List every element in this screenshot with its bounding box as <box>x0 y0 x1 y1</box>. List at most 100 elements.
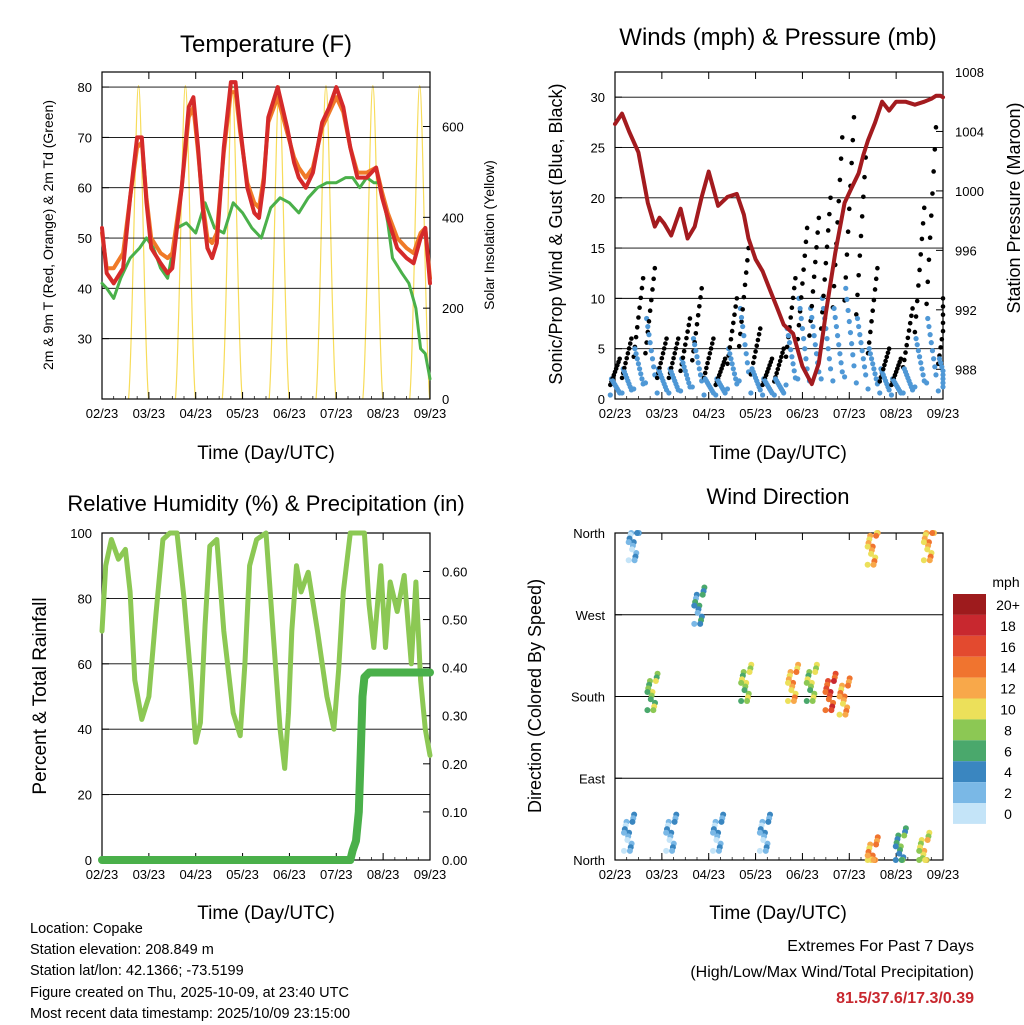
humidity-title: Relative Humidity (%) & Precipitation (i… <box>67 491 464 516</box>
humidity-ytick-label: 80 <box>78 591 92 606</box>
gust-point <box>755 337 761 343</box>
temperature-xtick-label: 07/23 <box>320 406 353 421</box>
gust-point <box>798 295 804 300</box>
direction-point <box>620 829 627 836</box>
gust-point <box>916 283 921 288</box>
gust-point <box>789 305 795 310</box>
wind-point <box>633 351 639 357</box>
gust-point <box>882 362 887 368</box>
wind-point <box>781 390 787 396</box>
direction-point <box>744 698 751 705</box>
gust-point <box>827 211 832 217</box>
gust-point <box>709 341 715 346</box>
gust-point <box>816 215 822 221</box>
gust-point <box>940 312 946 318</box>
wind-direction-ytick-label: East <box>579 771 605 786</box>
temperature-ytick-label: 80 <box>78 80 92 95</box>
winds-y2tick-label: 992 <box>955 303 977 318</box>
temperature-xtick-label: 08/23 <box>367 406 400 421</box>
wind-point <box>842 374 848 380</box>
gust-point <box>933 125 939 130</box>
speed-legend-swatch <box>953 782 986 803</box>
wind-point <box>678 388 684 394</box>
gust-point <box>836 198 842 204</box>
humidity-y2tick-label: 0.00 <box>442 853 467 868</box>
gust-point <box>729 328 735 334</box>
direction-point <box>652 678 659 685</box>
wind-point <box>651 364 657 370</box>
winds-y2tick-label: 1000 <box>955 184 984 199</box>
wind-point <box>825 346 831 352</box>
gust-point <box>824 244 830 250</box>
speed-legend-label: 4 <box>1004 764 1012 780</box>
humidity-ytick-label: 20 <box>78 788 92 803</box>
wind-point <box>638 371 644 377</box>
gust-point <box>664 336 669 341</box>
gust-point <box>705 360 710 366</box>
direction-point <box>916 847 923 854</box>
gust-point <box>732 312 737 318</box>
wind-point <box>724 386 731 392</box>
gust-point <box>652 265 658 271</box>
gust-point <box>757 326 763 331</box>
gust-point <box>939 336 945 342</box>
gust-point <box>854 312 859 317</box>
temperature-ylabel: 2m & 9m T (Red, Orange) & 2m Td (Green) <box>40 100 56 370</box>
gust-point <box>780 350 785 356</box>
winds-panel: Winds (mph) & Pressure (mb) Time (Day/UT… <box>546 24 1024 464</box>
wind-point <box>859 348 865 354</box>
gust-point <box>791 285 797 291</box>
wind-point <box>744 360 750 366</box>
speed-legend-swatch <box>953 677 986 699</box>
gust-point <box>776 362 782 368</box>
gust-point <box>695 313 701 318</box>
wind-direction-xtick-label: 09/23 <box>927 867 960 882</box>
wind-point <box>853 380 859 386</box>
gust-point <box>670 360 675 366</box>
wind-point <box>798 315 804 322</box>
wind-point <box>936 356 943 362</box>
wind-point <box>801 336 807 342</box>
extremes-subtitle: (High/Low/Max Wind/Total Precipitation) <box>690 964 974 981</box>
gust-point <box>918 252 924 257</box>
gust-point <box>756 331 762 337</box>
gust-point <box>722 356 728 362</box>
winds-y2tick-label: 996 <box>955 243 977 258</box>
gust-point <box>708 346 714 351</box>
wind-direction-xtick-label: 03/23 <box>646 867 679 882</box>
temperature-ytick-label: 60 <box>78 181 92 196</box>
temperature-xtick-label: 05/23 <box>226 406 259 421</box>
speed-legend-label: 8 <box>1004 722 1012 738</box>
direction-point <box>793 668 800 675</box>
wind-point <box>914 342 920 348</box>
winds-xlabel: Time (Day/UTC) <box>709 443 847 464</box>
wind-point <box>722 390 728 396</box>
solar-insolation-curve <box>127 85 150 400</box>
wind-point <box>935 388 941 394</box>
gust-point <box>733 304 738 309</box>
wind-point <box>877 390 883 396</box>
wind-point <box>648 348 654 354</box>
gust-point <box>658 360 663 366</box>
gust-point <box>857 253 863 258</box>
direction-point <box>809 698 816 705</box>
extremes-block: Extremes For Past 7 Days (High/Low/Max W… <box>690 934 974 1012</box>
gust-point <box>902 357 907 363</box>
winds-xtick-label: 03/23 <box>646 406 679 421</box>
wind-point <box>692 342 698 348</box>
direction-point <box>898 857 905 863</box>
direction-point <box>873 841 880 848</box>
gust-point <box>938 345 943 350</box>
gust-point <box>822 277 827 282</box>
wind-point <box>915 348 922 354</box>
direction-point <box>625 539 632 546</box>
direction-point <box>788 687 795 694</box>
gust-point <box>690 357 695 363</box>
wind-point <box>696 366 702 372</box>
wind-point <box>872 371 878 377</box>
wind-point <box>786 340 793 346</box>
wind-point <box>695 360 701 366</box>
temperature-xtick-label: 02/23 <box>86 406 119 421</box>
direction-point <box>710 847 717 854</box>
wind-direction-xtick-label: 02/23 <box>599 867 632 882</box>
